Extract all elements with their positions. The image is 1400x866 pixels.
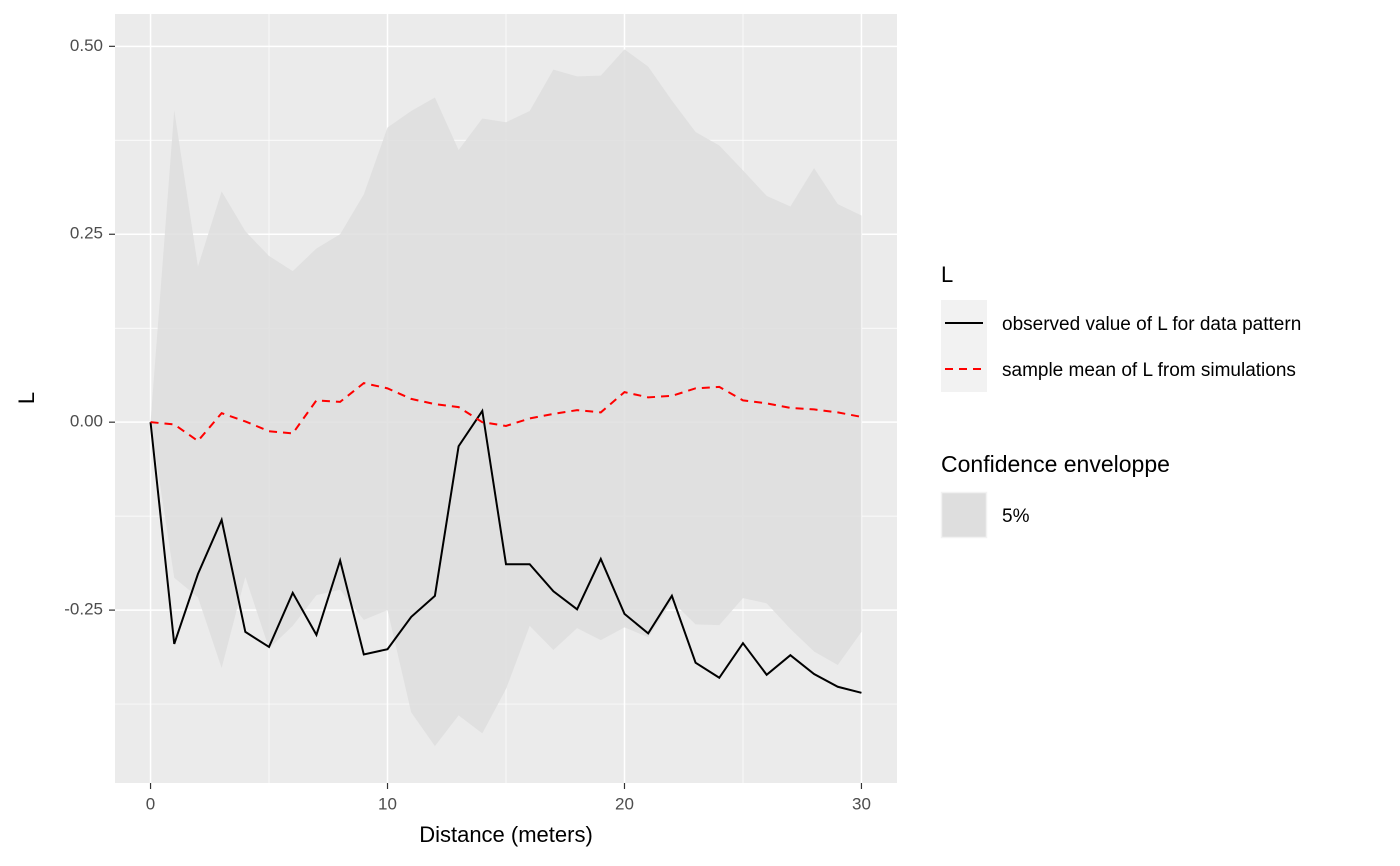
legend-title: L: [941, 262, 953, 287]
y-tick-label: -0.25: [64, 600, 103, 619]
x-axis-title: Distance (meters): [419, 822, 593, 847]
legend-label: 5%: [1002, 506, 1030, 527]
legend-label: sample mean of L from simulations: [1002, 360, 1296, 381]
y-tick-label: 0.00: [70, 412, 103, 431]
y-tick-label: 0.25: [70, 224, 103, 243]
series-line: [150, 382, 862, 443]
marks: [149, 49, 862, 747]
legend-title: Confidence enveloppe: [941, 451, 1170, 477]
legend-key: [940, 491, 988, 539]
x-tick-label: 0: [146, 794, 155, 813]
confidence-ribbon: [150, 49, 862, 747]
x-tick-label: 30: [852, 794, 871, 813]
y-tick-label: 0.50: [70, 36, 103, 55]
y-axis-title: L: [14, 392, 39, 404]
series-line: [149, 408, 862, 694]
x-tick-label: 20: [615, 794, 634, 813]
x-tick-label: 10: [378, 794, 397, 813]
legend-label: observed value of L for data pattern: [1002, 314, 1301, 335]
